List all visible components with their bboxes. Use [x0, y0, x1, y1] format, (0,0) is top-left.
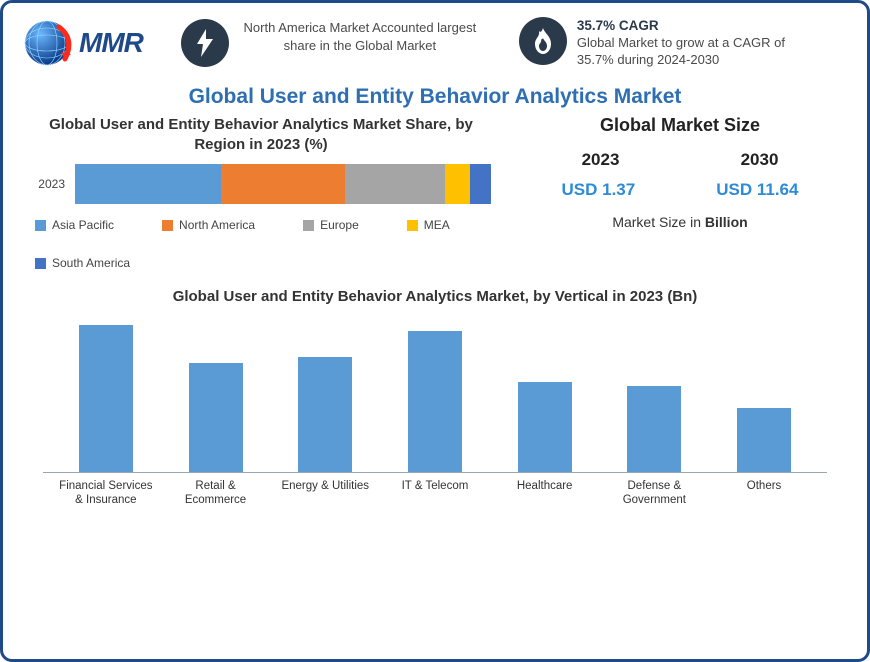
legend-label: South America [52, 256, 130, 270]
region-chart-title: Global User and Entity Behavior Analytic… [31, 115, 491, 154]
vertical-bar-col [277, 357, 373, 472]
vertical-bar-label: Others [716, 479, 812, 508]
fact2-body: Global Market to grow at a CAGR of 35.7%… [577, 35, 799, 69]
fact-cagr: 35.7% CAGR Global Market to grow at a CA… [519, 17, 799, 68]
vertical-bar [518, 382, 572, 472]
vertical-bar-col [168, 363, 264, 472]
vertical-bar-col [497, 382, 593, 472]
region-chart: Global User and Entity Behavior Analytic… [31, 115, 491, 270]
region-segment [75, 164, 221, 204]
vertical-bar-label: Healthcare [497, 479, 593, 508]
flame-icon [519, 17, 567, 65]
legend-label: MEA [424, 218, 450, 232]
fact1-text: North America Market Accounted largest s… [239, 19, 481, 54]
header-row: MMR North America Market Accounted large… [3, 3, 867, 71]
region-segment [445, 164, 470, 204]
vertical-chart-plot [43, 313, 827, 473]
region-legend: Asia Pacific North America Europe MEA South … [31, 218, 491, 270]
legend-item: MEA [407, 218, 450, 232]
legend-label: Asia Pacific [52, 218, 114, 232]
main-title: Global User and Entity Behavior Analytic… [3, 85, 867, 109]
legend-item: South America [35, 256, 130, 270]
brand-text: MMR [79, 27, 143, 59]
market-size-years: 2023 2030 [521, 150, 839, 170]
ms-sub-bold: Billion [705, 214, 748, 230]
vertical-bar-col [58, 325, 154, 472]
legend-label: Europe [320, 218, 359, 232]
fact-north-america: North America Market Accounted largest s… [181, 19, 481, 67]
globe-icon [21, 15, 77, 71]
vertical-bar [627, 386, 681, 472]
vertical-bar-col [606, 386, 702, 472]
vertical-bar-label: Retail & Ecommerce [168, 479, 264, 508]
ms-year-left: 2023 [582, 150, 620, 170]
vertical-bar [189, 363, 243, 472]
region-segment [221, 164, 346, 204]
market-size-block: Global Market Size 2023 2030 USD 1.37 US… [521, 115, 839, 270]
fact2-text: 35.7% CAGR Global Market to grow at a CA… [577, 17, 799, 68]
ms-val-left: USD 1.37 [562, 180, 636, 200]
market-size-subtitle: Market Size in Billion [521, 214, 839, 230]
mid-row: Global User and Entity Behavior Analytic… [3, 109, 867, 270]
market-size-values: USD 1.37 USD 11.64 [521, 180, 839, 200]
vertical-chart-labels: Financial Services & Insurance Retail & E… [43, 473, 827, 508]
vertical-bar [737, 408, 791, 472]
region-bar-row: 2023 [31, 164, 491, 204]
legend-swatch [35, 258, 46, 269]
legend-swatch [303, 220, 314, 231]
vertical-bar-col [716, 408, 812, 472]
vertical-bar-col [387, 331, 483, 472]
vertical-bar-label: Financial Services & Insurance [58, 479, 154, 508]
vertical-chart: Global User and Entity Behavior Analytic… [3, 270, 867, 508]
vertical-bar [298, 357, 352, 472]
legend-swatch [162, 220, 173, 231]
fact2-lead: 35.7% CAGR [577, 17, 799, 35]
ms-sub-prefix: Market Size in [612, 214, 705, 230]
legend-label: North America [179, 218, 255, 232]
vertical-chart-title: Global User and Entity Behavior Analytic… [43, 288, 827, 305]
region-stacked-bar [75, 164, 491, 204]
ms-year-right: 2030 [741, 150, 779, 170]
legend-item: North America [162, 218, 255, 232]
region-segment [345, 164, 445, 204]
vertical-bar-label: IT & Telecom [387, 479, 483, 508]
legend-swatch [35, 220, 46, 231]
vertical-bar-label: Defense & Government [606, 479, 702, 508]
legend-item: Europe [303, 218, 359, 232]
region-year-label: 2023 [31, 177, 65, 191]
lightning-icon [181, 19, 229, 67]
vertical-bar-label: Energy & Utilities [277, 479, 373, 508]
market-size-title: Global Market Size [521, 115, 839, 136]
ms-val-right: USD 11.64 [716, 180, 798, 200]
region-segment [470, 164, 491, 204]
vertical-bar [79, 325, 133, 472]
legend-item: Asia Pacific [35, 218, 114, 232]
brand-logo: MMR [21, 15, 143, 71]
legend-swatch [407, 220, 418, 231]
vertical-bar [408, 331, 462, 472]
